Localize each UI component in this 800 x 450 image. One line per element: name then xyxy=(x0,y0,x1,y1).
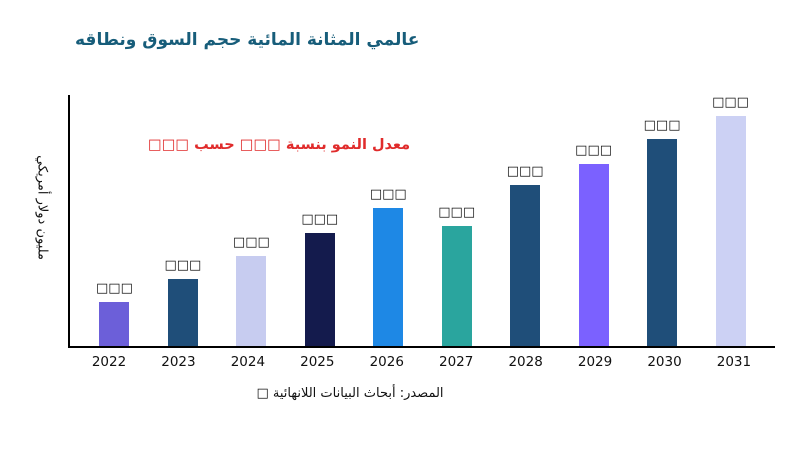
bar-value-label: □□□ xyxy=(96,281,133,296)
bar-group-2024: □□□ xyxy=(233,235,270,346)
bar-group-2028: □□□ xyxy=(507,164,544,346)
x-tick-label-2031: 2031 xyxy=(716,354,752,370)
bar-group-2030: □□□ xyxy=(643,118,681,346)
x-tick-label-2029: 2029 xyxy=(577,354,613,370)
bar-value-label: □□□ xyxy=(506,164,544,179)
bar-2022 xyxy=(99,302,130,346)
bar-group-2027: □□□ xyxy=(438,205,475,346)
bar-value-label: □□□ xyxy=(575,143,613,158)
bar-2028 xyxy=(510,185,541,346)
source-text: المصدر: أبحاث البيانات اللانهائية □ xyxy=(256,386,444,401)
bar-2029 xyxy=(578,164,609,346)
plot-area: معدل النمو بنسبة □□□ حسب □□□ □□□ □□□ □□□ □□… xyxy=(68,95,775,348)
bars: □□□ □□□ □□□ □□□ □□□ □□□ □□□ □□□ □□□ □□□ xyxy=(70,95,775,346)
bar-2024 xyxy=(236,256,267,346)
y-axis-label: مليون دولار أمريكي xyxy=(34,155,50,260)
bar-2027 xyxy=(441,226,472,346)
chart-title: عالمي المثانة المائية حجم السوق ونطاقه xyxy=(75,30,420,50)
bar-value-label: □□□ xyxy=(438,205,476,220)
x-tick-label-2025: 2025 xyxy=(300,354,335,370)
bar-group-2031: □□□ xyxy=(712,95,749,346)
bar-group-2029: □□□ xyxy=(575,143,612,346)
x-tick-label-2023: 2023 xyxy=(161,354,196,370)
bar-2031 xyxy=(715,116,746,346)
bar-group-2026: □□□ xyxy=(370,187,407,346)
growth-rate-annotation: معدل النمو بنسبة □□□ حسب □□□ xyxy=(148,137,411,153)
bar-value-label: □□□ xyxy=(301,212,339,227)
x-tick-label-2022: 2022 xyxy=(91,354,127,370)
bar-value-label: □□□ xyxy=(712,95,749,110)
bar-group-2022: □□□ xyxy=(96,281,133,346)
bar-value-label: □□□ xyxy=(232,235,270,250)
x-tick-label-2027: 2027 xyxy=(439,354,474,370)
x-tick-label-2026: 2026 xyxy=(369,354,404,370)
x-tick-label-2024: 2024 xyxy=(230,354,266,370)
x-tick-label-2028: 2028 xyxy=(508,354,543,370)
bar-group-2023: □□□ xyxy=(164,258,201,346)
bar-value-label: □□□ xyxy=(643,118,681,133)
bar-group-2025: □□□ xyxy=(301,212,338,346)
bar-value-label: □□□ xyxy=(164,258,202,273)
bar-value-label: □□□ xyxy=(369,187,407,202)
bar-2030 xyxy=(647,139,678,346)
bar-2023 xyxy=(167,279,198,346)
bar-2025 xyxy=(304,233,335,346)
bar-2026 xyxy=(373,208,404,346)
x-tick-label-2030: 2030 xyxy=(647,354,682,370)
x-labels: 2022 2023 2024 2025 2026 2027 2028 2029 2030 2031 xyxy=(68,354,775,370)
